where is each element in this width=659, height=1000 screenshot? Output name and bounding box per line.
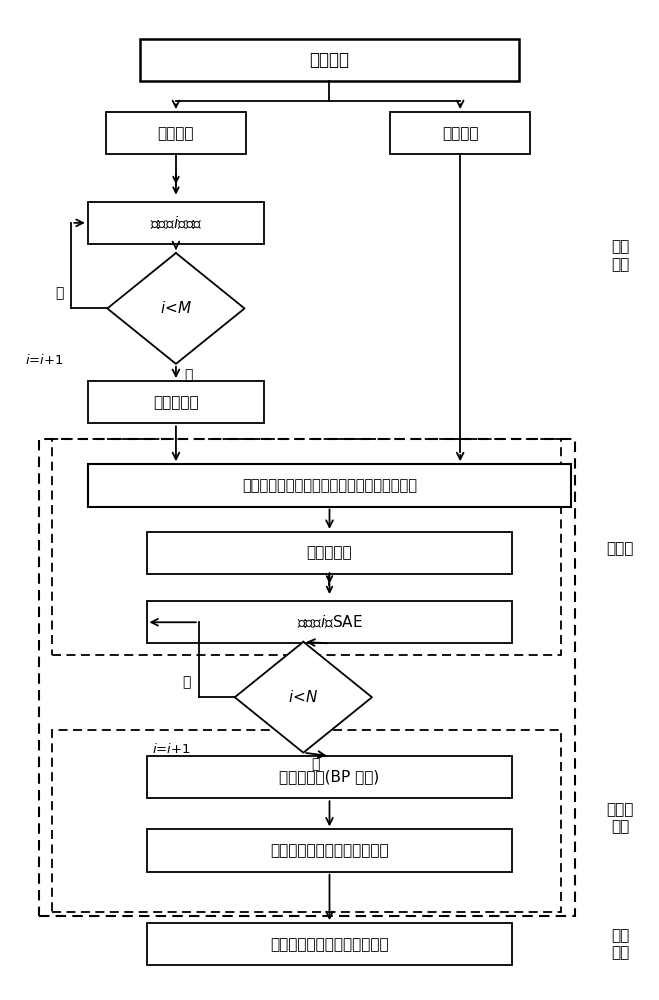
Bar bbox=[39, 439, 575, 916]
Text: 是: 是 bbox=[55, 286, 63, 300]
Bar bbox=[390, 112, 530, 154]
Text: 否: 否 bbox=[184, 368, 192, 382]
Text: $i$<$M$: $i$<$M$ bbox=[160, 300, 192, 316]
Text: 预训练: 预训练 bbox=[606, 541, 634, 556]
Text: 否: 否 bbox=[311, 757, 320, 771]
Text: 输出
结果: 输出 结果 bbox=[611, 928, 629, 960]
Text: 训练样本: 训练样本 bbox=[158, 126, 194, 141]
Bar bbox=[88, 381, 264, 423]
Text: 扩展样本量: 扩展样本量 bbox=[153, 395, 199, 410]
Text: 样本
增强: 样本 增强 bbox=[611, 239, 629, 272]
Text: 训练第$i$个SAE: 训练第$i$个SAE bbox=[297, 614, 362, 631]
Bar bbox=[146, 923, 513, 965]
Text: $i$=$i$+1: $i$=$i$+1 bbox=[25, 353, 63, 367]
Polygon shape bbox=[235, 642, 372, 753]
Text: 数据采集: 数据采集 bbox=[310, 51, 349, 69]
Text: $i$=$i$+1: $i$=$i$+1 bbox=[152, 742, 191, 756]
Text: 是: 是 bbox=[183, 675, 191, 689]
Text: 设置网络结构参数，构建深度稀疏自编码网络: 设置网络结构参数，构建深度稀疏自编码网络 bbox=[242, 478, 417, 493]
Text: 输入测试样本，输出识别结果: 输入测试样本，输出识别结果 bbox=[270, 937, 389, 952]
Bar bbox=[146, 532, 513, 574]
Text: 有监督微调(BP 算法): 有监督微调(BP 算法) bbox=[279, 770, 380, 785]
Text: 有监督
微调: 有监督 微调 bbox=[606, 802, 634, 834]
Bar bbox=[52, 730, 561, 912]
Text: $i$<$N$: $i$<$N$ bbox=[289, 689, 318, 705]
Text: 初始化网络: 初始化网络 bbox=[306, 545, 353, 560]
Bar bbox=[146, 829, 513, 872]
Bar bbox=[146, 756, 513, 798]
Bar bbox=[140, 39, 519, 81]
Text: 完成深度稀疏自编码网络训练: 完成深度稀疏自编码网络训练 bbox=[270, 843, 389, 858]
Text: 加入第$i$次噪声: 加入第$i$次噪声 bbox=[150, 215, 202, 231]
Polygon shape bbox=[107, 253, 244, 364]
Bar bbox=[88, 202, 264, 244]
Bar bbox=[88, 464, 571, 507]
Text: 测试样本: 测试样本 bbox=[442, 126, 478, 141]
Bar bbox=[105, 112, 246, 154]
Bar bbox=[146, 601, 513, 643]
Bar bbox=[52, 439, 561, 655]
